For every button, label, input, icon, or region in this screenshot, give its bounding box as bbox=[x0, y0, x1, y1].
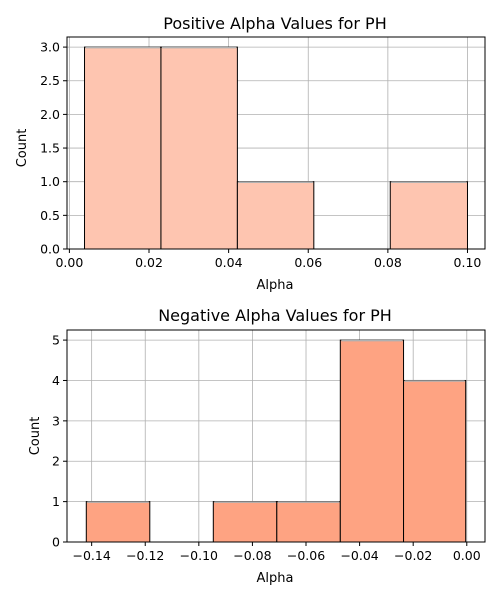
y-tick-label: 4 bbox=[52, 373, 60, 388]
y-tick-label: 3.0 bbox=[40, 40, 60, 55]
x-tick-label: −0.10 bbox=[180, 548, 218, 563]
x-tick-label: 0.00 bbox=[55, 255, 83, 270]
histogram-bar bbox=[85, 501, 151, 543]
plot-frame bbox=[66, 329, 486, 543]
histogram-bar bbox=[84, 46, 162, 250]
x-tick-label: 0.06 bbox=[294, 255, 322, 270]
chart-title: Negative Alpha Values for PH bbox=[158, 306, 392, 325]
chart-title: Positive Alpha Values for PH bbox=[163, 14, 386, 33]
x-tick-label: −0.14 bbox=[72, 548, 110, 563]
x-tick-label: 0.02 bbox=[135, 255, 163, 270]
histogram-bar bbox=[276, 501, 341, 543]
y-tick-label: 1 bbox=[52, 494, 60, 509]
x-tick-label: 0.10 bbox=[454, 255, 482, 270]
x-tick-label: 0.08 bbox=[374, 255, 402, 270]
histogram-bar bbox=[160, 46, 238, 250]
x-tick-label: 0.04 bbox=[215, 255, 243, 270]
y-tick-label: 0.0 bbox=[40, 242, 60, 257]
histogram-bar bbox=[236, 181, 315, 250]
y-axis-label: Count bbox=[15, 129, 30, 168]
histogram-bar bbox=[403, 379, 467, 543]
x-tick-label: −0.08 bbox=[233, 548, 271, 563]
histogram-bar bbox=[339, 339, 405, 543]
y-axis-label: Count bbox=[28, 417, 43, 456]
y-tick-label: 2.5 bbox=[40, 73, 60, 88]
y-tick-label: 0.5 bbox=[40, 208, 60, 223]
y-tick-label: 5 bbox=[52, 333, 60, 348]
x-axis-label: Alpha bbox=[257, 278, 294, 293]
axis-ticks: −0.14 −0.12 −0.10 −0.08 −0.06 −0.04 −0.02 0.00 0… bbox=[52, 333, 481, 563]
x-axis-label: Alpha bbox=[257, 571, 294, 586]
y-tick-label: 3 bbox=[52, 413, 60, 428]
x-tick-label: −0.12 bbox=[126, 548, 164, 563]
positive-alpha-chart: Positive Alpha Values for PH 0.00 0.02 0.0… bbox=[15, 14, 486, 293]
y-tick-label: 1.0 bbox=[40, 174, 60, 189]
y-tick-label: 2 bbox=[52, 454, 60, 469]
histogram-bar bbox=[389, 181, 468, 250]
plot-frame bbox=[66, 36, 486, 250]
x-tick-label: −0.04 bbox=[340, 548, 378, 563]
histogram-bars bbox=[84, 46, 468, 250]
y-tick-label: 0 bbox=[52, 535, 60, 550]
x-tick-label: −0.06 bbox=[287, 548, 325, 563]
axis-ticks: 0.00 0.02 0.04 0.06 0.08 0.10 0.0 0.5 1.0 1.5 2.0 2… bbox=[40, 40, 481, 270]
y-tick-label: 1.5 bbox=[40, 141, 60, 156]
histogram-bar bbox=[212, 501, 278, 543]
y-tick-label: 2.0 bbox=[40, 107, 60, 122]
x-tick-label: 0.00 bbox=[453, 548, 481, 563]
negative-alpha-chart: Negative Alpha Values for PH −0.14 −0.12−… bbox=[28, 306, 486, 586]
x-tick-label: −0.02 bbox=[394, 548, 432, 563]
